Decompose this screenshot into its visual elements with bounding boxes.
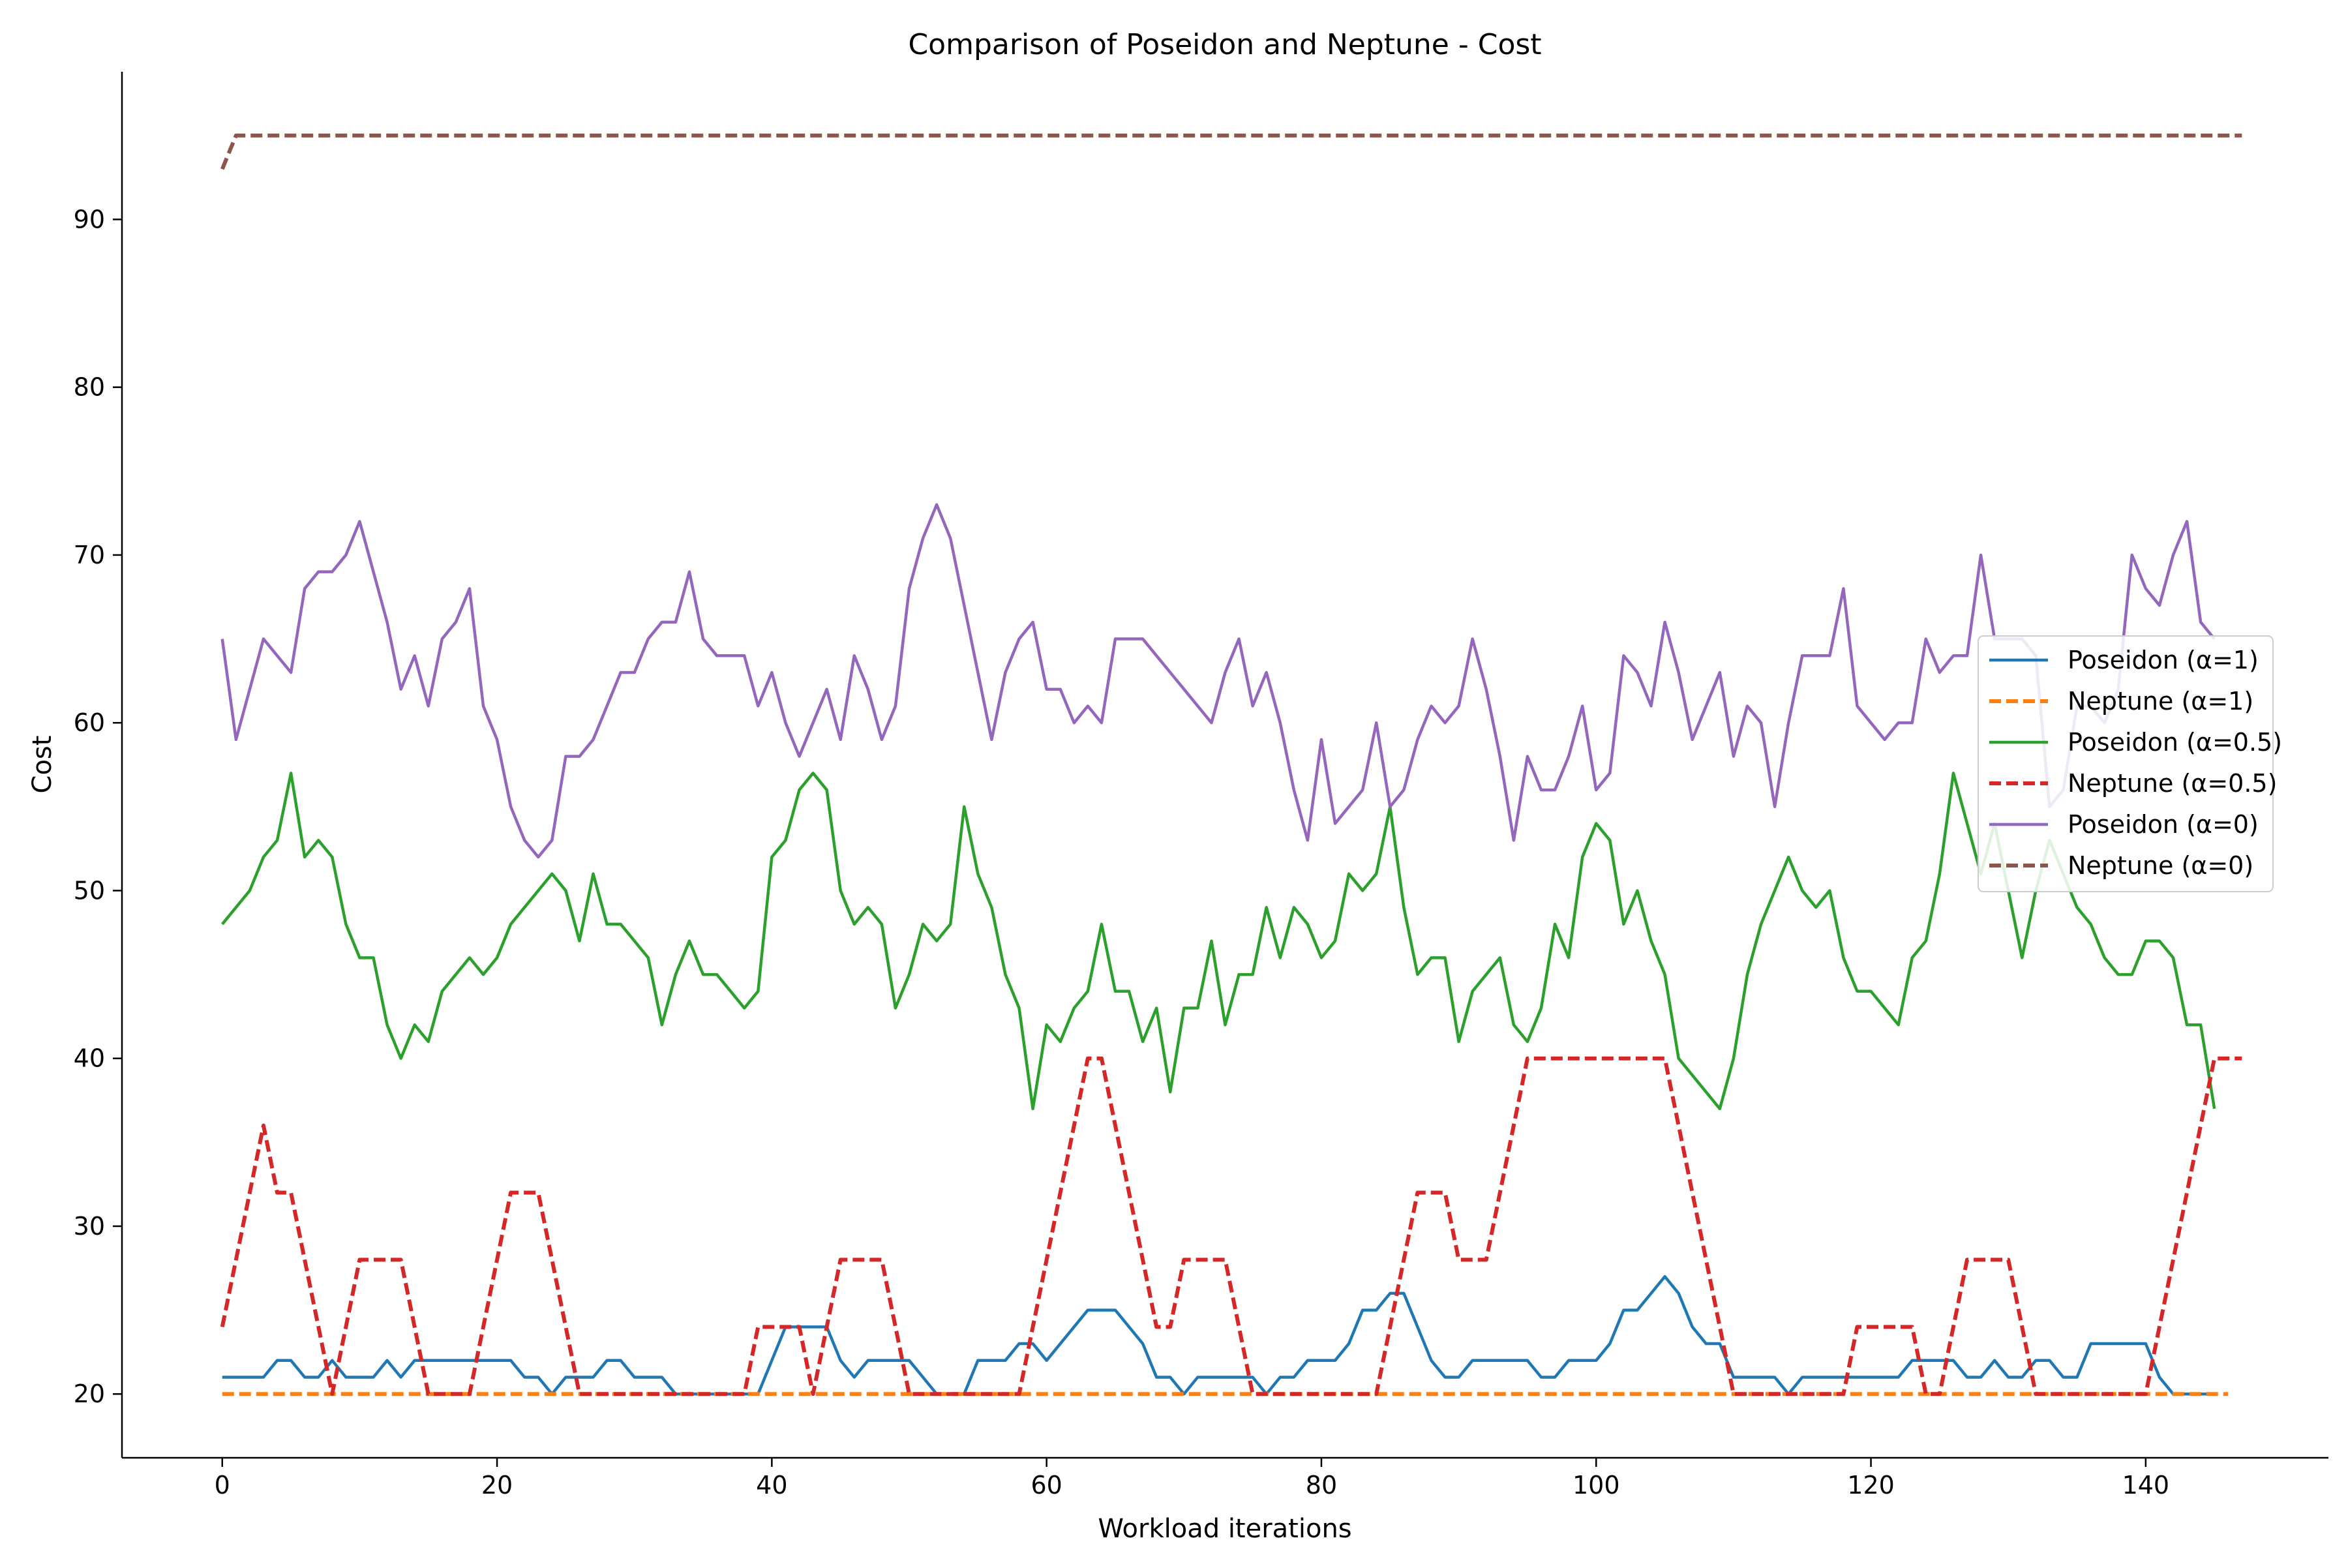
series-0 <box>222 1274 2215 1396</box>
y-tick-label: 90 <box>74 205 105 234</box>
legend-item: Poseidon (α=1) <box>1989 646 2259 674</box>
series-layer <box>220 133 2242 1396</box>
x-axis-label: Workload iterations <box>1098 1514 1351 1544</box>
series-line <box>220 1056 2242 1396</box>
legend-item: Poseidon (α=0.5) <box>1989 728 2282 757</box>
y-tick-label: 70 <box>74 541 105 569</box>
series-3 <box>220 1056 2242 1396</box>
x-tick-label: 80 <box>1306 1471 1337 1500</box>
x-tick-label: 60 <box>1031 1471 1062 1500</box>
x-tick-label: 40 <box>756 1471 787 1500</box>
series-4 <box>220 503 2216 859</box>
series-line <box>221 772 2216 1111</box>
legend-label: Poseidon (α=1) <box>2068 646 2259 674</box>
y-tick-label: 40 <box>74 1044 105 1073</box>
y-ticks: 20 30 40 50 60 70 80 90 <box>74 205 122 1408</box>
legend-label: Poseidon (α=0) <box>2068 810 2259 839</box>
x-ticks: 0 20 40 60 80 100 120 140 <box>215 1458 2169 1500</box>
series-line <box>220 133 2242 170</box>
x-tick-label: 120 <box>1847 1471 1895 1500</box>
y-tick-label: 50 <box>74 876 105 905</box>
legend-item: Neptune (α=0.5) <box>1989 769 2277 798</box>
series-5 <box>220 133 2242 170</box>
y-tick-label: 20 <box>74 1380 105 1408</box>
x-tick-label: 0 <box>215 1471 230 1500</box>
legend-label: Neptune (α=0.5) <box>2068 769 2277 798</box>
legend-items: Poseidon (α=1) Neptune (α=1) Poseidon (α=0… <box>1989 646 2282 880</box>
legend-label: Neptune (α=1) <box>2068 687 2253 716</box>
y-tick-label: 30 <box>74 1212 105 1241</box>
legend-item: Neptune (α=1) <box>1989 687 2253 716</box>
x-tick-label: 140 <box>2122 1471 2170 1500</box>
y-tick-label: 60 <box>74 708 105 737</box>
series-2 <box>221 772 2216 1111</box>
x-tick-label: 100 <box>1573 1471 1620 1500</box>
legend: Poseidon (α=1) Neptune (α=1) Poseidon (α=0… <box>1978 635 2282 892</box>
chart-title: Comparison of Poseidon and Neptune - Cos… <box>908 28 1541 61</box>
legend-item: Poseidon (α=0) <box>1989 810 2259 839</box>
x-tick-label: 20 <box>481 1471 513 1500</box>
y-axis-label: Cost <box>27 736 57 794</box>
y-tick-label: 80 <box>74 373 105 402</box>
series-line <box>222 1274 2215 1396</box>
legend-label: Poseidon (α=0.5) <box>2068 728 2282 757</box>
legend-frame <box>1978 635 2274 892</box>
legend-item: Neptune (α=0) <box>1989 851 2253 880</box>
legend-label: Neptune (α=0) <box>2068 851 2253 880</box>
series-line <box>220 503 2216 859</box>
